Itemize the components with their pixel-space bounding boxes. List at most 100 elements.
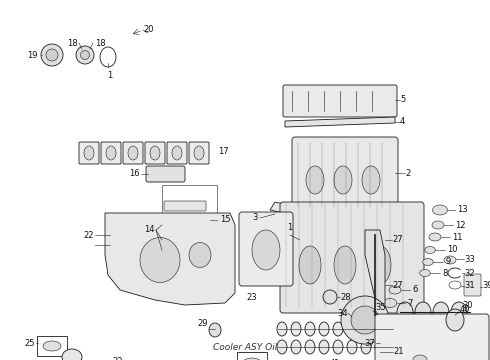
Ellipse shape [423, 258, 433, 266]
Ellipse shape [347, 322, 357, 336]
Ellipse shape [429, 233, 441, 241]
Ellipse shape [451, 302, 467, 322]
Text: 12: 12 [455, 220, 466, 230]
Text: 3: 3 [253, 213, 258, 222]
Ellipse shape [128, 146, 138, 160]
Text: 21: 21 [393, 347, 403, 356]
Text: 4: 4 [400, 117, 405, 126]
Ellipse shape [433, 302, 449, 322]
FancyBboxPatch shape [101, 142, 121, 164]
FancyBboxPatch shape [167, 142, 187, 164]
FancyBboxPatch shape [280, 202, 424, 313]
Text: 37: 37 [364, 338, 375, 347]
Ellipse shape [189, 243, 211, 267]
FancyBboxPatch shape [145, 142, 165, 164]
Ellipse shape [319, 340, 329, 354]
Text: 18: 18 [95, 39, 106, 48]
Ellipse shape [150, 146, 160, 160]
Ellipse shape [319, 322, 329, 336]
Text: 41: 41 [330, 359, 341, 360]
FancyBboxPatch shape [79, 142, 99, 164]
Text: 9: 9 [445, 257, 450, 266]
Ellipse shape [305, 340, 315, 354]
Text: 40: 40 [460, 306, 470, 315]
Ellipse shape [43, 341, 61, 351]
Ellipse shape [299, 246, 321, 284]
FancyBboxPatch shape [146, 166, 185, 182]
Ellipse shape [172, 146, 182, 160]
Ellipse shape [413, 355, 427, 360]
FancyBboxPatch shape [283, 85, 397, 117]
Ellipse shape [341, 296, 389, 344]
Ellipse shape [415, 302, 431, 322]
Text: 30: 30 [462, 301, 473, 310]
Text: 22: 22 [83, 230, 94, 239]
Text: 18: 18 [68, 39, 78, 48]
Ellipse shape [243, 358, 261, 360]
Ellipse shape [106, 146, 116, 160]
Ellipse shape [62, 349, 82, 360]
Ellipse shape [334, 166, 352, 194]
FancyBboxPatch shape [123, 142, 143, 164]
Text: 22: 22 [113, 357, 123, 360]
Ellipse shape [369, 246, 391, 284]
Ellipse shape [323, 290, 337, 304]
Ellipse shape [277, 322, 287, 336]
FancyBboxPatch shape [189, 142, 209, 164]
FancyBboxPatch shape [375, 314, 489, 360]
Text: 32: 32 [464, 269, 475, 278]
Polygon shape [270, 202, 365, 230]
Text: 34: 34 [338, 309, 348, 318]
Ellipse shape [305, 322, 315, 336]
Ellipse shape [361, 340, 371, 354]
Text: 1: 1 [107, 71, 113, 80]
Ellipse shape [375, 340, 385, 354]
FancyBboxPatch shape [164, 201, 206, 211]
Ellipse shape [425, 247, 435, 253]
Ellipse shape [389, 286, 401, 294]
Ellipse shape [362, 166, 380, 194]
Text: 20: 20 [143, 26, 153, 35]
Ellipse shape [306, 166, 324, 194]
Ellipse shape [291, 322, 301, 336]
Ellipse shape [84, 146, 94, 160]
Text: 27: 27 [392, 280, 403, 289]
Text: 19: 19 [27, 50, 38, 59]
Ellipse shape [351, 306, 379, 334]
Text: 11: 11 [452, 233, 463, 242]
Ellipse shape [446, 309, 464, 331]
Text: 23: 23 [246, 293, 257, 302]
Text: 7: 7 [407, 298, 413, 307]
Text: 17: 17 [218, 148, 229, 157]
Text: 5: 5 [400, 95, 405, 104]
Ellipse shape [46, 49, 58, 61]
Text: 14: 14 [145, 225, 155, 234]
Ellipse shape [291, 340, 301, 354]
Text: 13: 13 [457, 206, 467, 215]
Ellipse shape [80, 50, 90, 59]
Ellipse shape [375, 322, 385, 336]
Ellipse shape [334, 246, 356, 284]
Ellipse shape [277, 340, 287, 354]
Text: 1: 1 [287, 224, 293, 233]
Ellipse shape [420, 270, 430, 276]
FancyBboxPatch shape [164, 221, 206, 231]
Text: 8: 8 [442, 269, 447, 278]
Ellipse shape [432, 221, 444, 229]
FancyBboxPatch shape [239, 212, 293, 286]
Text: 29: 29 [197, 320, 208, 328]
Ellipse shape [333, 340, 343, 354]
Text: 6: 6 [412, 285, 417, 294]
Polygon shape [365, 230, 385, 320]
Ellipse shape [361, 322, 371, 336]
Ellipse shape [444, 256, 456, 264]
FancyBboxPatch shape [464, 274, 481, 296]
Text: 35: 35 [375, 303, 386, 312]
FancyBboxPatch shape [164, 241, 206, 251]
FancyBboxPatch shape [292, 137, 398, 213]
Text: 25: 25 [24, 338, 35, 347]
Text: 33: 33 [464, 255, 475, 264]
Text: 10: 10 [447, 246, 458, 255]
Ellipse shape [76, 46, 94, 64]
Polygon shape [285, 117, 395, 127]
